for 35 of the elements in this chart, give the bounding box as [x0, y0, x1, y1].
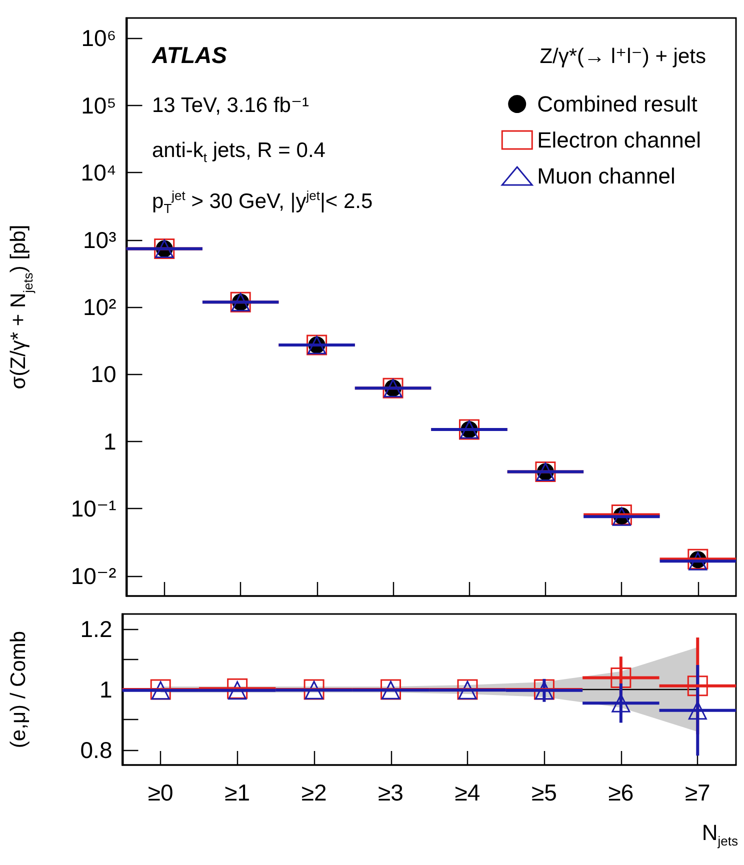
x-tick-label: ≥2 [301, 780, 327, 806]
legend-label: Combined result [537, 92, 698, 116]
x-tick-label: ≥7 [684, 780, 710, 806]
x-tick-label: ≥4 [454, 780, 480, 806]
x-tick-label: ≥1 [224, 780, 250, 806]
y-tick-label: 10⁵ [81, 92, 116, 118]
annotation: ATLAS [152, 42, 227, 68]
point [688, 701, 707, 720]
annotation: p$_{T}$$^{jet}$ > 30 GeV, |y$^{jet}$|< 2.5 [152, 187, 373, 218]
y-tick-label: 1.2 [80, 616, 112, 642]
x-tick-label: ≥0 [148, 780, 174, 806]
y-tick-label: 1 [103, 428, 116, 454]
y-tick-label: 10³ [83, 226, 117, 253]
y-tick-label: 10 [90, 361, 116, 388]
y-axis-title: (e,μ) / Comb [7, 630, 30, 748]
annotation: anti-k$_{t}$ jets, R = 0.4 [152, 138, 326, 168]
y-tick-label: 10⁶ [81, 25, 116, 52]
y-tick-label: 10² [83, 294, 117, 320]
annotation: 13 TeV, 3.16 fb⁻¹ [152, 93, 310, 119]
legend-label: Muon channel [537, 164, 676, 188]
x-tick-label: ≥3 [378, 780, 404, 806]
x-axis-title: N$_{jets}$ [702, 820, 738, 850]
legend-label: Electron channel [537, 128, 702, 152]
point [612, 694, 630, 712]
point [610, 667, 632, 688]
x-tick-label: ≥6 [608, 780, 634, 806]
x-tick-label: ≥5 [531, 780, 557, 806]
y-tick-label: 10⁴ [80, 160, 116, 186]
legend-title: Z/γ*(→ l⁺l⁻) + jets [540, 44, 706, 70]
point [687, 676, 708, 696]
y-axis-title: σ(Z/γ* + Njets) [pb] [7, 224, 36, 390]
y-tick-label: 0.8 [80, 736, 112, 763]
y-tick-label: 10⁻² [70, 562, 117, 589]
y-tick-label: 1 [99, 676, 112, 702]
y-tick-label: 10⁻¹ [70, 496, 117, 522]
